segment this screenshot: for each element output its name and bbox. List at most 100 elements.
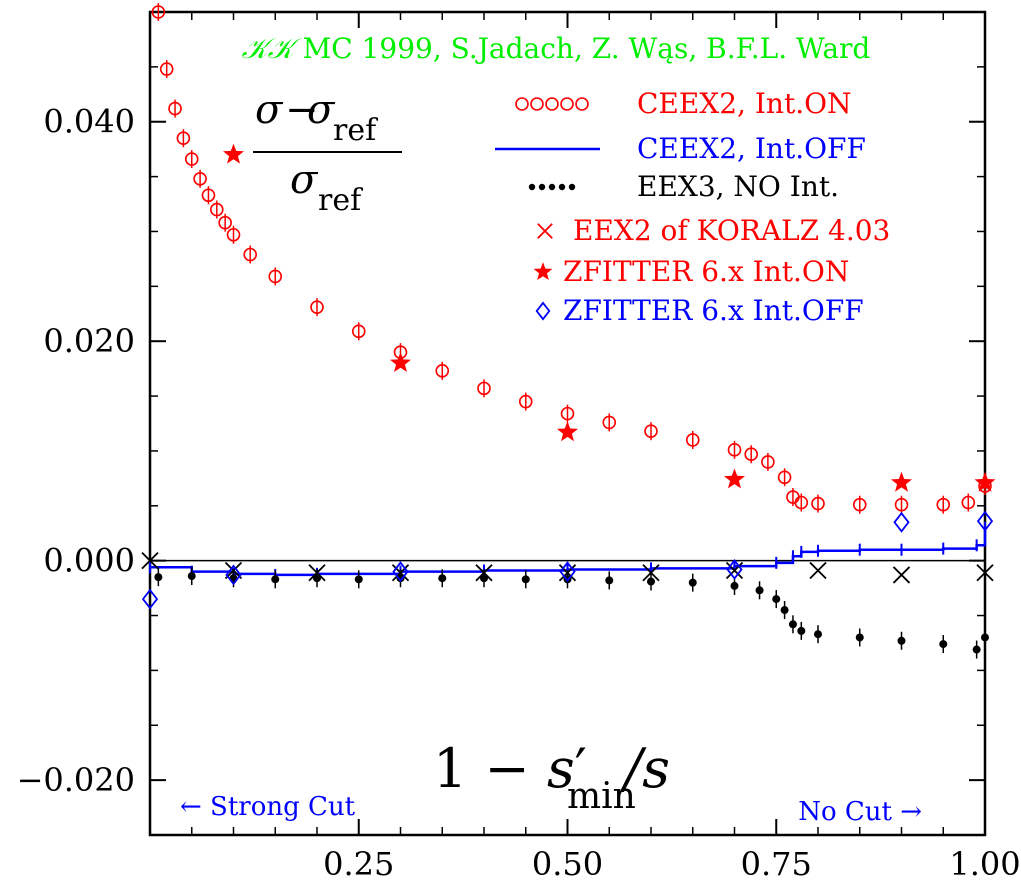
series-open-circle — [151, 3, 992, 514]
data-point — [243, 247, 257, 262]
legend-label: ZFITTER 6.x Int.OFF — [563, 294, 864, 327]
data-marks — [141, 3, 996, 659]
data-point — [396, 574, 405, 583]
data-point — [225, 564, 242, 586]
legend-symbol — [533, 262, 553, 280]
data-point — [558, 564, 577, 582]
legend-label: EEX2 of KORALZ 4.03 — [573, 214, 890, 247]
data-point — [391, 564, 410, 582]
data-point — [788, 620, 797, 629]
x-tick-label: 1.00 — [949, 845, 1020, 883]
legend-symbol — [560, 97, 574, 111]
series-cross — [141, 552, 994, 584]
no-cut-label: No Cut → — [798, 797, 922, 827]
data-point — [193, 171, 207, 186]
legend-symbol — [538, 183, 546, 191]
legend-symbol — [568, 183, 576, 191]
legend-item: ZFITTER 6.x Int.OFF — [535, 294, 864, 327]
data-point — [974, 471, 996, 492]
credit-kk: 𝒦𝒦 — [242, 32, 303, 65]
legend-label: CEEX2, Int.ON — [637, 87, 852, 120]
credit-text: 𝒦𝒦 MC 1999, S.Jadach, Z. Wąs, B.F.L. War… — [242, 32, 871, 65]
data-point — [310, 300, 324, 314]
data-point — [559, 561, 576, 583]
formula-sigma-den: σ — [290, 157, 319, 203]
data-point — [308, 564, 326, 582]
formula-minus: − — [285, 87, 319, 133]
data-point — [688, 578, 697, 587]
data-point — [521, 575, 530, 584]
xlabel-s: s — [547, 737, 575, 800]
data-point — [176, 131, 191, 145]
data-point — [642, 564, 660, 582]
legend-symbol — [515, 97, 529, 111]
svg-text:1 − s′: 1 − s′ — [433, 737, 587, 800]
axis-ticks: 0.25 0.50 0.75 1.00 −0.020 0.000 0.020 0.040 — [17, 12, 1021, 883]
data-point — [184, 152, 199, 166]
data-point — [972, 645, 981, 654]
data-point — [897, 636, 906, 645]
legend-symbol — [535, 301, 551, 321]
data-point — [351, 324, 366, 339]
data-point — [438, 574, 447, 583]
data-point — [602, 415, 617, 430]
data-point — [223, 143, 244, 164]
y-tick-label: −0.020 — [17, 761, 135, 799]
data-point — [894, 497, 909, 512]
legend-symbol — [558, 183, 566, 191]
y-tick-label: 0.000 — [43, 542, 135, 580]
data-point — [725, 561, 744, 580]
data-point — [477, 381, 491, 396]
series-filled-dot — [154, 567, 989, 659]
data-point — [794, 495, 809, 510]
data-point — [892, 566, 911, 584]
data-point — [814, 630, 822, 639]
legend-item: EEX2 of KORALZ 4.03 — [537, 214, 890, 247]
data-point — [939, 640, 948, 649]
data-point — [797, 626, 806, 635]
formula-den-sub: ref — [318, 183, 363, 218]
x-tick-label: 0.50 — [532, 845, 603, 883]
formula-sigma-1: σ — [255, 87, 284, 133]
data-point — [755, 586, 764, 595]
data-point — [435, 364, 450, 378]
data-point — [154, 573, 163, 582]
data-point — [855, 633, 864, 642]
svg-text:𝒦𝒦 MC 1999, S.Jadach, Z. Wąs: 𝒦𝒦 MC 1999, S.Jadach, Z. Wąs, B.F.L. War… — [242, 32, 871, 65]
data-point — [936, 497, 951, 512]
data-point — [557, 421, 578, 442]
data-point — [811, 496, 825, 511]
data-point — [961, 495, 976, 510]
data-point — [730, 581, 739, 590]
legend: CEEX2, Int.ON CEEX2, Int.OFF EEX3, NO Int.… — [495, 87, 890, 327]
xlabel-prefix: 1 − — [433, 737, 547, 800]
legend-symbol — [530, 97, 544, 111]
data-point — [976, 510, 994, 532]
data-point — [201, 188, 216, 203]
legend-item: CEEX2, Int.OFF — [495, 132, 866, 165]
data-point — [210, 202, 224, 217]
legend-item: EEX3, NO Int. — [528, 170, 839, 203]
data-point — [226, 227, 241, 242]
formula: σ − σ ref σ ref — [253, 87, 402, 218]
data-point — [168, 101, 182, 116]
legend-symbol — [545, 97, 559, 111]
legend-item: ZFITTER 6.x Int.ON — [533, 255, 849, 288]
data-point — [893, 511, 910, 533]
data-point — [744, 447, 759, 462]
xlabel-tail: /s — [619, 737, 670, 800]
data-point — [480, 574, 488, 583]
series-open-diamond — [141, 510, 994, 610]
data-point — [313, 574, 321, 583]
data-point — [271, 575, 280, 584]
legend-label: CEEX2, Int.OFF — [637, 132, 866, 165]
legend-label: EEX3, NO Int. — [637, 170, 839, 203]
data-point — [727, 443, 742, 457]
credit-rest: MC 1999, S.Jadach, Z. Wąs, B.F.L. Ward — [294, 32, 871, 65]
xlabel-sub: min — [567, 776, 636, 817]
data-point — [976, 564, 994, 582]
data-point — [780, 606, 789, 615]
legend-symbol — [528, 183, 536, 191]
x-tick-label: 0.75 — [741, 845, 812, 883]
